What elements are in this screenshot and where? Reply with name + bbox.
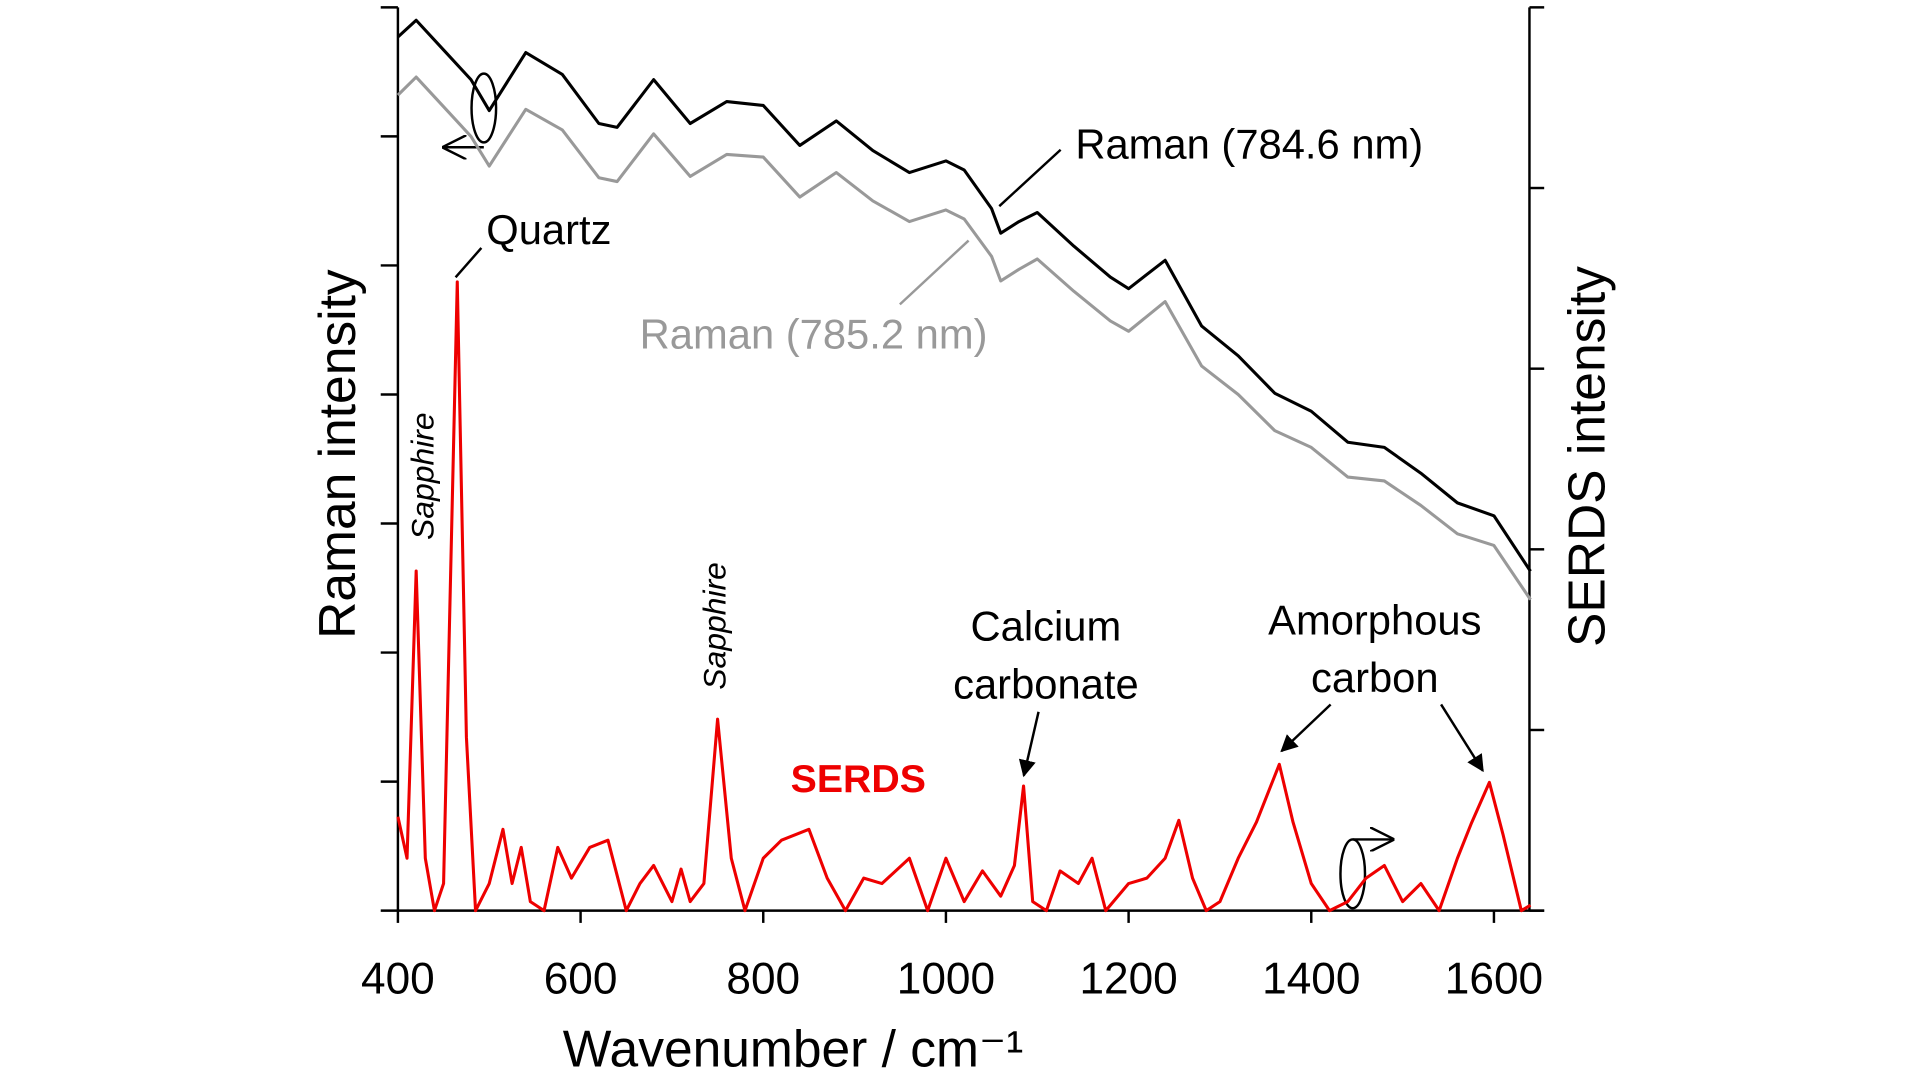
annotation: Quartz [486, 206, 611, 253]
x-tick-label: 1400 [1262, 954, 1360, 1003]
arrow [1018, 711, 1040, 778]
axis-ellipse [1339, 838, 1367, 910]
annotation: carbon [1311, 654, 1439, 701]
legend-label: SERDS [791, 757, 926, 801]
annotation: carbonate [953, 660, 1139, 707]
x-tick-label: 1000 [897, 954, 995, 1003]
x-tick-label: 1200 [1079, 954, 1177, 1003]
arrows [445, 72, 1484, 910]
legend-label: Raman (784.6 nm) [1075, 120, 1423, 167]
series-line [396, 280, 1532, 913]
series-line [396, 75, 1532, 601]
x-tick-label: 600 [544, 954, 618, 1003]
annotation: Calcium [971, 603, 1122, 650]
annotation: Amorphous [1268, 596, 1481, 643]
axes [396, 7, 1545, 912]
x-tick-label: 400 [361, 954, 435, 1003]
x-axis-label: Wavenumber / cm⁻¹ [563, 1020, 1024, 1078]
leader [998, 148, 1062, 208]
series-line [396, 18, 1532, 573]
leader [899, 239, 970, 306]
annotation: Sapphire [404, 412, 440, 540]
y2-axis-label: SERDS intensity [1557, 266, 1615, 647]
annotation: Sapphire [696, 562, 732, 690]
arrow [1280, 703, 1332, 753]
x-tick-label: 1600 [1445, 954, 1543, 1003]
arrow [1440, 703, 1484, 773]
legend-label: Raman (785.2 nm) [640, 311, 988, 358]
x-tick-label: 800 [726, 954, 800, 1003]
leader [454, 247, 483, 279]
y-axis-label: Raman intensity [308, 269, 366, 639]
axis-ellipse [470, 72, 498, 144]
